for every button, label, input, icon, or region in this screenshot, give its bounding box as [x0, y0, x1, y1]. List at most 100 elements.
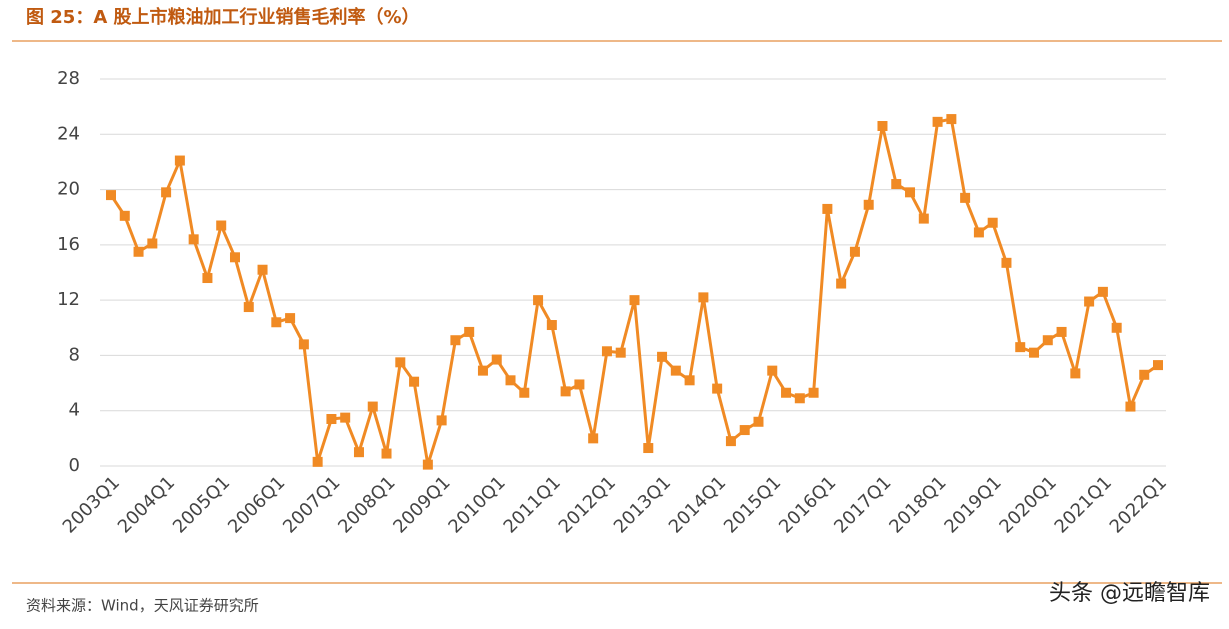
- data-point: [533, 295, 544, 306]
- x-tick-label: 2006Q1: [224, 472, 289, 537]
- x-tick-label: 2015Q1: [720, 472, 785, 537]
- data-point: [450, 335, 461, 346]
- data-point: [960, 192, 971, 203]
- data-point: [574, 379, 585, 390]
- data-point: [1015, 342, 1026, 353]
- source-note: 资料来源：Wind，天风证券研究所: [26, 597, 259, 615]
- x-tick-label: 2019Q1: [940, 472, 1005, 537]
- data-point: [891, 179, 902, 190]
- data-point: [1070, 368, 1081, 379]
- data-point: [560, 386, 571, 397]
- y-tick-label: 24: [57, 123, 80, 144]
- x-tick-label: 2009Q1: [389, 472, 454, 537]
- x-tick-label: 2005Q1: [169, 472, 234, 537]
- data-point: [353, 447, 364, 458]
- data-point: [285, 313, 296, 324]
- chart-title: 图 25：A 股上市粮油加工行业销售毛利率（%）: [26, 6, 420, 28]
- x-tick-label: 2008Q1: [334, 472, 399, 537]
- x-tick-label: 2007Q1: [279, 472, 344, 537]
- x-tick-label: 2017Q1: [830, 472, 895, 537]
- y-tick-label: 28: [57, 68, 80, 89]
- data-point: [615, 347, 626, 358]
- x-tick-label: 2003Q1: [59, 472, 124, 537]
- data-point: [629, 295, 640, 306]
- data-point: [1084, 296, 1095, 307]
- x-tick-label: 2016Q1: [775, 472, 840, 537]
- data-point: [409, 376, 420, 387]
- data-point: [216, 220, 227, 231]
- data-point: [298, 339, 309, 350]
- y-tick-label: 20: [57, 179, 80, 200]
- data-point: [670, 365, 681, 376]
- data-point: [725, 436, 736, 447]
- data-point: [161, 187, 172, 198]
- data-point: [1153, 360, 1163, 371]
- data-point: [257, 264, 268, 275]
- x-tick-label: 2020Q1: [995, 472, 1060, 537]
- x-tick-label: 2010Q1: [444, 472, 509, 537]
- data-point: [932, 116, 943, 127]
- data-point: [849, 246, 860, 257]
- x-tick-label: 2012Q1: [555, 472, 620, 537]
- data-point: [1001, 257, 1012, 268]
- data-point: [202, 273, 213, 284]
- data-point: [1042, 335, 1053, 346]
- y-tick-label: 4: [69, 400, 80, 421]
- data-point: [1029, 347, 1040, 358]
- data-point: [395, 357, 406, 368]
- data-point: [657, 351, 668, 362]
- data-point: [588, 433, 599, 444]
- data-point: [698, 292, 709, 303]
- data-point: [863, 199, 874, 210]
- data-point: [781, 387, 792, 398]
- data-point: [312, 456, 323, 467]
- watermark: 头条 @远瞻智库: [1049, 581, 1210, 606]
- data-point: [877, 120, 888, 131]
- data-point: [822, 203, 833, 214]
- data-point: [505, 375, 516, 386]
- data-point: [464, 326, 475, 337]
- data-line: [109, 117, 1159, 467]
- data-point: [1097, 286, 1108, 297]
- y-tick-label: 0: [69, 455, 80, 476]
- data-point: [1125, 401, 1136, 412]
- data-point: [381, 448, 392, 459]
- data-point: [340, 412, 351, 423]
- data-point: [712, 383, 723, 394]
- data-point: [905, 187, 916, 198]
- data-point: [753, 416, 764, 427]
- x-tick-label: 2014Q1: [665, 472, 730, 537]
- data-point: [271, 317, 282, 328]
- data-point: [243, 302, 254, 313]
- data-point: [436, 415, 447, 426]
- data-point: [133, 246, 144, 257]
- data-point: [767, 365, 778, 376]
- data-point: [188, 234, 199, 245]
- x-tick-label: 2021Q1: [1051, 472, 1116, 537]
- data-point: [147, 238, 158, 249]
- data-point: [601, 346, 612, 357]
- data-point: [174, 155, 185, 166]
- data-point: [684, 375, 695, 386]
- data-point: [491, 354, 502, 365]
- data-point: [794, 393, 805, 404]
- x-tick-label: 2011Q1: [500, 472, 565, 537]
- data-point: [422, 459, 433, 470]
- y-tick-label: 8: [69, 344, 80, 365]
- data-point: [987, 217, 998, 228]
- x-tick-label: 2022Q1: [1106, 472, 1171, 537]
- x-tick-label: 2018Q1: [885, 472, 950, 537]
- data-point: [119, 210, 130, 221]
- data-point: [1056, 326, 1067, 337]
- data-point: [519, 387, 530, 398]
- data-point: [367, 401, 378, 412]
- data-point: [106, 190, 116, 201]
- data-point: [326, 414, 337, 425]
- data-point: [546, 320, 557, 331]
- data-point: [808, 387, 819, 398]
- data-point: [477, 365, 488, 376]
- data-point: [918, 213, 929, 224]
- y-tick-label: 16: [57, 234, 80, 255]
- x-tick-label: 2004Q1: [114, 472, 179, 537]
